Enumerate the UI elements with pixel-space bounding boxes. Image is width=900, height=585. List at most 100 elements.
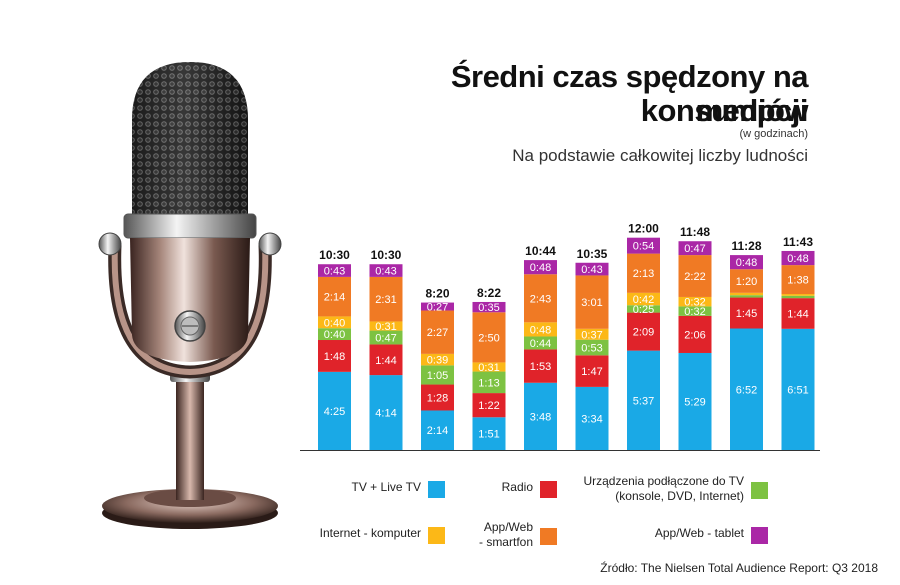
- bar-segment-tablet: [575, 262, 609, 276]
- data-label-devices: 0:40: [324, 329, 345, 341]
- bar-segment-tv: [781, 328, 815, 450]
- bar-segment-computer: [781, 294, 815, 296]
- bar-segment-tv: [730, 328, 763, 450]
- data-label-tv: 1:51: [478, 429, 499, 441]
- data-label-radio: 1:45: [736, 308, 757, 320]
- data-label-tv: 3:34: [581, 413, 602, 425]
- chart-title-line1: Średni czas spędzony na konsumpcji: [450, 59, 809, 128]
- data-label-radio: 1:53: [530, 361, 551, 373]
- data-label-computer: 0:32: [684, 297, 705, 309]
- legend-label-radio: Radio: [501, 480, 533, 494]
- bar-segment-devices: [421, 365, 454, 385]
- data-label-devices: 0:44: [530, 338, 551, 350]
- data-label-tv: 4:14: [375, 408, 396, 420]
- bar-segment-computer: [421, 353, 454, 366]
- bar-segment-tablet: [781, 250, 815, 266]
- data-label-devices: 1:05: [427, 370, 448, 382]
- bar-segment-tv: [421, 410, 454, 450]
- legend-swatch-smartphone: [540, 528, 557, 545]
- legend-label-devices: Urządzenia podłączone do TV (konsole, DV…: [583, 474, 744, 504]
- bar-segment-tablet: [730, 255, 763, 270]
- bar-segment-tv: [318, 371, 351, 450]
- bar-segment-devices: [627, 305, 660, 313]
- bar-segment-tv: [472, 417, 506, 450]
- data-label-tablet: 0:43: [581, 264, 602, 276]
- data-label-tv: 5:29: [684, 396, 705, 408]
- legend-item-tv: TV + Live TV: [300, 480, 445, 500]
- unit-note: (w godzinach): [739, 128, 808, 140]
- data-label-smartphone: 3:01: [581, 297, 602, 309]
- bar-segment-tv: [627, 350, 660, 450]
- bar-segment-smartphone: [627, 253, 660, 293]
- chart-title-line2: mediów: [695, 93, 809, 128]
- data-label-tablet: 0:54: [633, 241, 654, 253]
- data-label-radio: 1:28: [427, 393, 448, 405]
- data-label-radio: 1:44: [375, 355, 396, 367]
- data-label-devices: 0:47: [375, 333, 396, 345]
- bar-segment-radio: [781, 298, 815, 329]
- legend-label-computer: Internet - komputer: [319, 526, 421, 540]
- bar-segment-devices: [730, 295, 763, 298]
- data-label-smartphone: 1:20: [736, 276, 757, 288]
- data-label-tablet: 0:43: [375, 266, 396, 278]
- bar-segment-devices: [369, 330, 403, 345]
- data-label-radio: 2:09: [633, 327, 654, 339]
- data-label-tablet: 0:47: [684, 243, 705, 255]
- bar-total-label: 11:43: [783, 235, 813, 249]
- data-label-tablet: 0:48: [787, 253, 808, 265]
- bar-total-label: 8:22: [477, 286, 501, 300]
- bar-segment-devices: [575, 339, 609, 356]
- bar-segment-devices: [678, 306, 712, 316]
- data-label-radio: 1:47: [581, 366, 602, 378]
- bar-segment-tablet: [369, 264, 403, 277]
- bar-segment-computer: [730, 292, 763, 296]
- data-label-tablet: 0:48: [736, 257, 757, 269]
- bar-segment-smartphone: [318, 276, 351, 317]
- bar-segment-tv: [678, 352, 712, 450]
- data-label-smartphone: 2:50: [478, 332, 499, 344]
- data-label-computer: 0:37: [581, 329, 602, 341]
- bar-segment-tablet: [318, 264, 351, 277]
- bar-segment-smartphone: [369, 276, 403, 322]
- source-note: Źródło: The Nielsen Total Audience Repor…: [600, 561, 878, 575]
- bar-total-label: 10:30: [319, 248, 350, 262]
- legend-item-smartphone: App/Web - smartfon: [460, 520, 557, 554]
- bar-segment-radio: [678, 315, 712, 353]
- bar-segment-tv: [369, 375, 403, 450]
- legend-swatch-tv: [428, 481, 445, 498]
- legend-swatch-tablet: [751, 527, 768, 544]
- legend-label-devices-line1: Urządzenia podłączone do TV: [583, 474, 744, 488]
- data-label-radio: 1:44: [787, 308, 808, 320]
- microphone-illustration: [98, 62, 282, 529]
- legend-label-smartphone-line2: - smartfon: [478, 535, 533, 549]
- data-label-tv: 4:25: [324, 406, 345, 418]
- data-label-computer: 0:39: [427, 355, 448, 367]
- data-label-smartphone: 2:13: [633, 268, 654, 280]
- legend-label-tv: TV + Live TV: [351, 480, 421, 494]
- data-label-devices: 0:53: [581, 343, 602, 355]
- data-label-tablet: 0:48: [530, 262, 551, 274]
- data-label-devices: 0:32: [684, 306, 705, 318]
- bar-segment-devices: [524, 336, 557, 350]
- legend-label-devices-line2: (konsole, DVD, Internet): [615, 489, 744, 503]
- bar-segment-tv: [524, 382, 557, 450]
- bar-segment-computer: [627, 292, 660, 306]
- bar-segment-devices: [318, 328, 351, 341]
- data-label-smartphone: 2:14: [324, 292, 345, 304]
- bar-segment-tablet: [472, 301, 506, 313]
- data-label-computer: 0:31: [478, 362, 499, 374]
- legend-item-radio: Radio: [460, 480, 557, 500]
- legend-swatch-radio: [540, 481, 557, 498]
- data-label-devices: 1:13: [478, 377, 499, 389]
- legend-swatch-devices: [751, 482, 768, 499]
- data-label-tablet: 0:43: [324, 266, 345, 278]
- bar-segment-computer: [369, 321, 403, 331]
- legend-item-devices: Urządzenia podłączone do TV (konsole, DV…: [560, 474, 768, 508]
- bar-segment-radio: [730, 297, 763, 329]
- data-label-computer: 0:42: [633, 294, 654, 306]
- bar-total-label: 10:44: [525, 244, 556, 258]
- bar-segment-radio: [318, 340, 351, 372]
- data-label-smartphone: 1:38: [787, 275, 808, 287]
- data-label-tablet: 0:35: [478, 302, 499, 314]
- bar-segment-tablet: [421, 302, 454, 311]
